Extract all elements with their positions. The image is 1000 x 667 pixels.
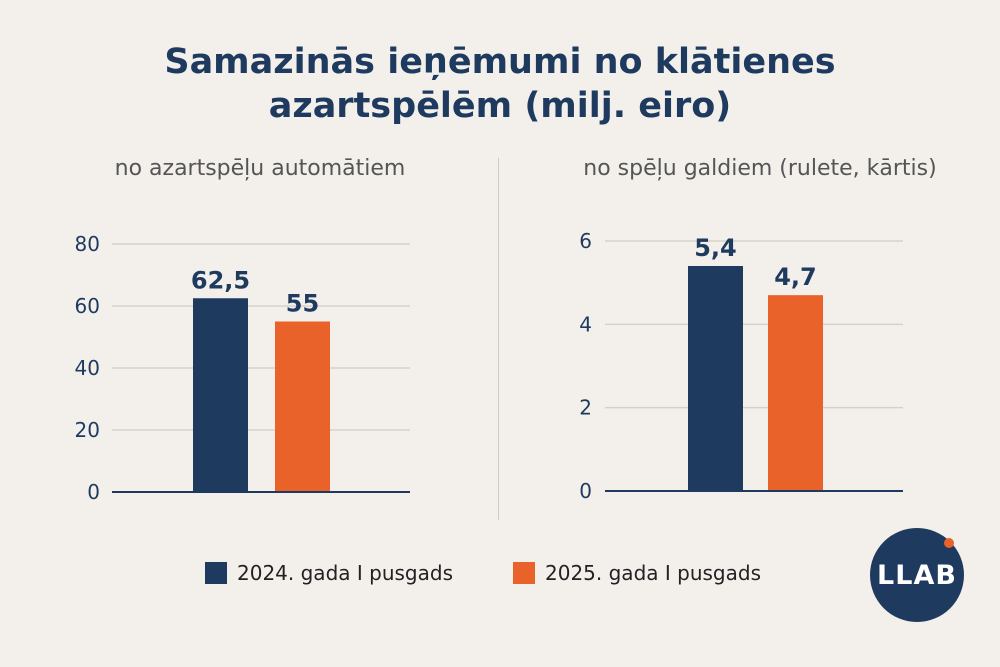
y-tick-label-1-2: 4 (579, 312, 592, 336)
y-tick-label-1-0: 0 (579, 479, 592, 503)
legend-item-2024: 2024. gada I pusgads (205, 561, 453, 585)
legend-item-2025: 2025. gada I pusgads (513, 561, 761, 585)
legend-label-2024: 2024. gada I pusgads (237, 561, 453, 585)
legend-label-2025: 2025. gada I pusgads (545, 561, 761, 585)
right-chart-subtitle: no spēļu galdiem (rulete, kārtis) (583, 156, 937, 181)
y-tick-label-0-2: 40 (75, 356, 100, 380)
logo-text: LLAB (877, 559, 957, 591)
y-tick-label-0-1: 20 (75, 418, 100, 442)
y-tick-label-0-3: 60 (75, 294, 100, 318)
legend-swatch-2024 (205, 562, 227, 584)
llab-logo: LLAB (870, 528, 964, 622)
bar-0-0 (193, 298, 248, 492)
chart-divider (498, 158, 499, 520)
left-chart-subtitle: no azartspēļu automātiem (114, 156, 406, 181)
legend-swatch-2025 (513, 562, 535, 584)
y-tick-label-1-3: 6 (579, 229, 592, 253)
chart-title: Samazinās ieņēmumi no klātienes azartspē… (0, 40, 1000, 128)
bar-0-1 (275, 321, 330, 492)
data-label-1-0: 5,4 (694, 234, 737, 262)
data-label-0-1: 55 (286, 290, 319, 318)
bar-1-0 (688, 266, 743, 491)
bar-1-1 (768, 295, 823, 491)
title-line-2: azartspēlēm (milj. eiro) (268, 86, 732, 126)
title-line-1: Samazinās ieņēmumi no klātienes (164, 42, 836, 82)
y-tick-label-0-0: 0 (87, 480, 100, 504)
data-label-0-0: 62,5 (191, 266, 250, 294)
y-tick-label-0-4: 80 (75, 232, 100, 256)
logo-dot (944, 538, 954, 548)
data-label-1-1: 4,7 (774, 263, 817, 291)
y-tick-label-1-1: 2 (579, 396, 592, 420)
